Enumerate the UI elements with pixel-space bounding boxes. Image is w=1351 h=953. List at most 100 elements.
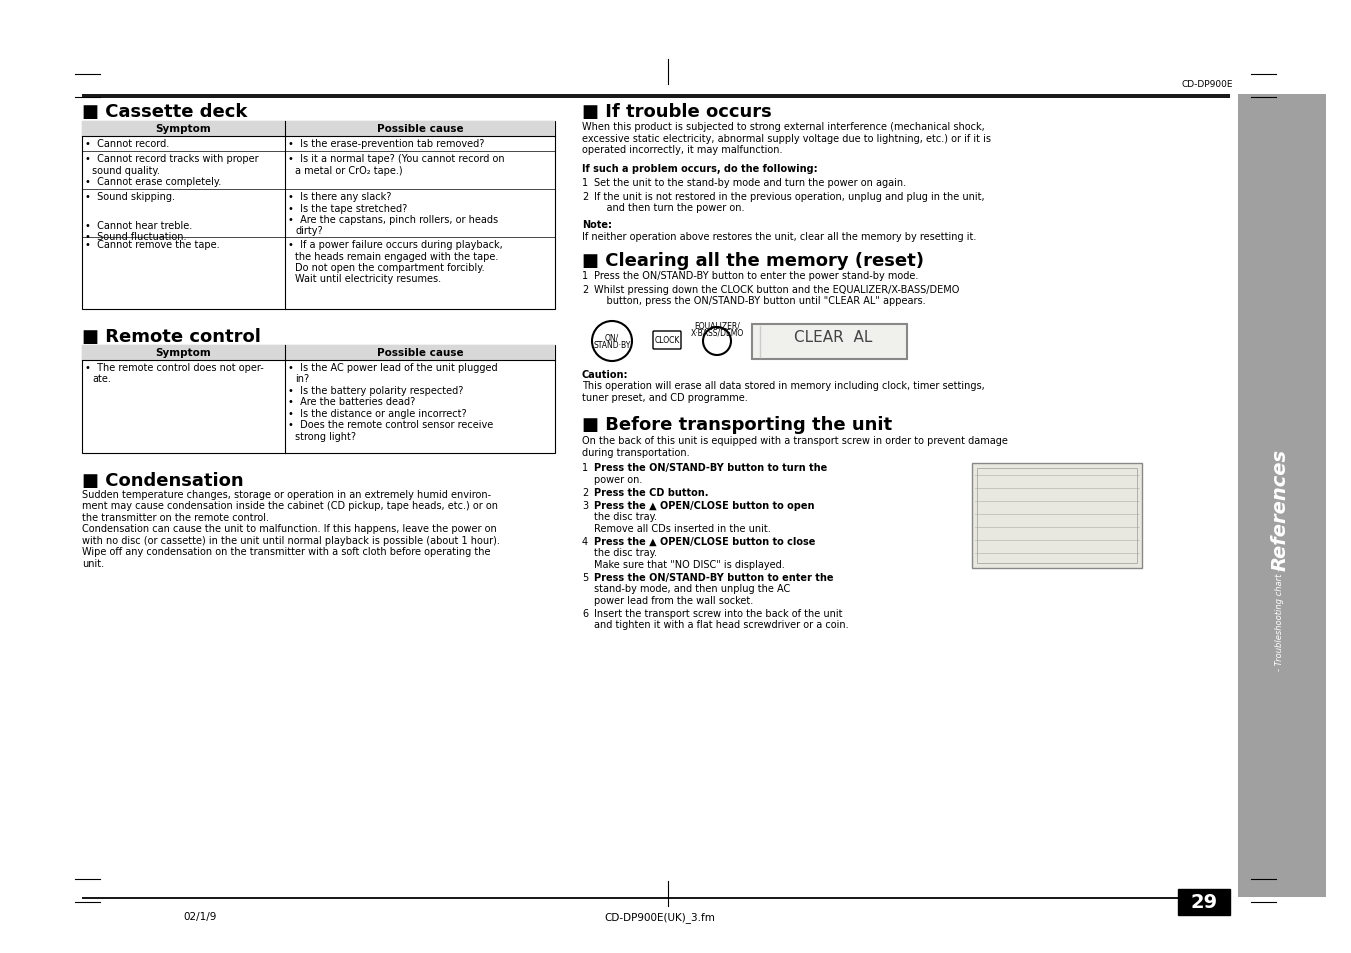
Text: •  Sound skipping.: • Sound skipping. xyxy=(85,192,176,202)
Text: Press the ON/STAND-BY button to enter the: Press the ON/STAND-BY button to enter th… xyxy=(594,573,834,582)
Text: •  If a power failure occurs during playback,: • If a power failure occurs during playb… xyxy=(288,240,503,250)
Text: 6: 6 xyxy=(582,608,588,618)
Text: ■ Before transporting the unit: ■ Before transporting the unit xyxy=(582,416,892,434)
Text: ■ Remote control: ■ Remote control xyxy=(82,328,261,346)
Text: Caution:: Caution: xyxy=(582,370,628,379)
Text: 4: 4 xyxy=(582,537,588,546)
Text: 29: 29 xyxy=(1190,892,1217,911)
Text: •  Is the battery polarity respected?: • Is the battery polarity respected? xyxy=(288,386,463,395)
Text: 1: 1 xyxy=(582,463,588,473)
Text: •  Does the remote control sensor receive: • Does the remote control sensor receive xyxy=(288,420,493,430)
Bar xyxy=(82,122,555,310)
Text: On the back of this unit is equipped with a transport screw in order to prevent : On the back of this unit is equipped wit… xyxy=(582,436,1008,446)
Text: Set the unit to the stand-by mode and turn the power on again.: Set the unit to the stand-by mode and tu… xyxy=(594,178,907,188)
Text: X·BASS/DEMO: X·BASS/DEMO xyxy=(690,329,743,337)
Text: This operation will erase all data stored in memory including clock, timer setti: This operation will erase all data store… xyxy=(582,381,985,391)
Text: Press the CD button.: Press the CD button. xyxy=(594,488,708,497)
Text: Do not open the compartment forcibly.: Do not open the compartment forcibly. xyxy=(295,263,485,273)
Bar xyxy=(82,346,555,454)
Text: •  Are the batteries dead?: • Are the batteries dead? xyxy=(288,397,415,407)
Text: power lead from the wall socket.: power lead from the wall socket. xyxy=(594,596,754,605)
Text: the disc tray.: the disc tray. xyxy=(594,512,657,522)
Text: ON/: ON/ xyxy=(605,334,619,343)
Text: with no disc (or cassette) in the unit until normal playback is possible (about : with no disc (or cassette) in the unit u… xyxy=(82,536,500,545)
Text: 2: 2 xyxy=(582,285,588,294)
Text: ment may cause condensation inside the cabinet (CD pickup, tape heads, etc.) or : ment may cause condensation inside the c… xyxy=(82,501,499,511)
Text: CD-DP900E(UK)_3.fm: CD-DP900E(UK)_3.fm xyxy=(604,911,716,922)
Text: STAND·BY: STAND·BY xyxy=(593,340,631,350)
Bar xyxy=(1238,95,1325,897)
Text: Whilst pressing down the CLOCK button and the EQUALIZER/X-BASS/DEMO: Whilst pressing down the CLOCK button an… xyxy=(594,285,959,294)
Text: •  Sound fluctuation.: • Sound fluctuation. xyxy=(85,232,186,242)
Text: CD-DP900E: CD-DP900E xyxy=(1182,80,1233,89)
Text: power on.: power on. xyxy=(594,475,642,484)
Text: and then turn the power on.: and then turn the power on. xyxy=(594,203,744,213)
Text: Note:: Note: xyxy=(582,220,612,231)
Text: strong light?: strong light? xyxy=(295,432,357,441)
Text: Press the ON/STAND-BY button to turn the: Press the ON/STAND-BY button to turn the xyxy=(594,463,827,473)
Text: •  Is the erase-prevention tab removed?: • Is the erase-prevention tab removed? xyxy=(288,139,485,149)
Text: tuner preset, and CD programme.: tuner preset, and CD programme. xyxy=(582,393,747,402)
Text: the transmitter on the remote control.: the transmitter on the remote control. xyxy=(82,513,269,522)
Text: 1: 1 xyxy=(582,272,588,281)
Text: sound quality.: sound quality. xyxy=(92,165,159,175)
Bar xyxy=(82,122,555,137)
Text: •  Is there any slack?: • Is there any slack? xyxy=(288,192,392,202)
Text: ■ If trouble occurs: ■ If trouble occurs xyxy=(582,103,771,121)
Text: 2: 2 xyxy=(582,192,588,201)
Text: 5: 5 xyxy=(582,573,588,582)
Text: excessive static electricity, abnormal supply voltage due to lightning, etc.) or: excessive static electricity, abnormal s… xyxy=(582,133,992,143)
Text: Symptom: Symptom xyxy=(155,124,211,133)
Bar xyxy=(1178,889,1229,915)
Bar xyxy=(977,468,1138,563)
Text: Press the ▲ OPEN/CLOSE button to close: Press the ▲ OPEN/CLOSE button to close xyxy=(594,537,816,546)
Text: ■ Cassette deck: ■ Cassette deck xyxy=(82,103,247,121)
Text: •  Are the capstans, pinch rollers, or heads: • Are the capstans, pinch rollers, or he… xyxy=(288,214,499,225)
Text: Condensation can cause the unit to malfunction. If this happens, leave the power: Condensation can cause the unit to malfu… xyxy=(82,524,497,534)
Text: EQUALIZER/: EQUALIZER/ xyxy=(694,322,740,331)
Text: stand-by mode, and then unplug the AC: stand-by mode, and then unplug the AC xyxy=(594,584,790,594)
Text: operated incorrectly, it may malfunction.: operated incorrectly, it may malfunction… xyxy=(582,145,782,154)
Text: button, press the ON/STAND-BY button until "CLEAR AL" appears.: button, press the ON/STAND-BY button unt… xyxy=(594,296,925,306)
Text: •  Cannot remove the tape.: • Cannot remove the tape. xyxy=(85,240,220,250)
Text: 1: 1 xyxy=(582,178,588,188)
Text: - Troubleshooting chart -: - Troubleshooting chart - xyxy=(1275,568,1285,671)
Text: If the unit is not restored in the previous operation, unplug and plug in the un: If the unit is not restored in the previ… xyxy=(594,192,985,201)
Text: Sudden temperature changes, storage or operation in an extremely humid environ-: Sudden temperature changes, storage or o… xyxy=(82,490,492,499)
Text: •  Is the tape stretched?: • Is the tape stretched? xyxy=(288,203,407,213)
Text: a metal or CrO₂ tape.): a metal or CrO₂ tape.) xyxy=(295,165,403,175)
Text: •  Is the distance or angle incorrect?: • Is the distance or angle incorrect? xyxy=(288,409,466,418)
Text: ■ Condensation: ■ Condensation xyxy=(82,472,243,490)
Text: If such a problem occurs, do the following:: If such a problem occurs, do the followi… xyxy=(582,164,817,174)
Text: dirty?: dirty? xyxy=(295,226,323,236)
Bar xyxy=(971,463,1142,568)
Text: •  The remote control does not oper-: • The remote control does not oper- xyxy=(85,363,263,373)
Bar xyxy=(82,346,555,360)
Text: •  Cannot record tracks with proper: • Cannot record tracks with proper xyxy=(85,153,258,164)
Text: ate.: ate. xyxy=(92,375,111,384)
Text: •  Is it a normal tape? (You cannot record on: • Is it a normal tape? (You cannot recor… xyxy=(288,153,505,164)
Text: References: References xyxy=(1270,449,1289,571)
Text: When this product is subjected to strong external interference (mechanical shock: When this product is subjected to strong… xyxy=(582,122,985,132)
Text: •  Is the AC power lead of the unit plugged: • Is the AC power lead of the unit plugg… xyxy=(288,363,497,373)
Text: •  Cannot hear treble.: • Cannot hear treble. xyxy=(85,220,192,231)
Text: CLOCK: CLOCK xyxy=(654,335,680,345)
Text: Make sure that "NO DISC" is displayed.: Make sure that "NO DISC" is displayed. xyxy=(594,559,785,569)
Bar xyxy=(82,95,1229,99)
Text: in?: in? xyxy=(295,375,309,384)
Text: •  Cannot erase completely.: • Cannot erase completely. xyxy=(85,177,222,187)
Bar xyxy=(753,325,907,359)
Text: and tighten it with a flat head screwdriver or a coin.: and tighten it with a flat head screwdri… xyxy=(594,619,848,630)
Text: Press the ▲ OPEN/CLOSE button to open: Press the ▲ OPEN/CLOSE button to open xyxy=(594,500,815,511)
Text: the disc tray.: the disc tray. xyxy=(594,548,657,558)
Text: Press the ON/STAND-BY button to enter the power stand-by mode.: Press the ON/STAND-BY button to enter th… xyxy=(594,272,919,281)
Text: the heads remain engaged with the tape.: the heads remain engaged with the tape. xyxy=(295,252,499,261)
Text: Wait until electricity resumes.: Wait until electricity resumes. xyxy=(295,274,442,284)
Text: Remove all CDs inserted in the unit.: Remove all CDs inserted in the unit. xyxy=(594,523,771,534)
Text: •  Cannot record.: • Cannot record. xyxy=(85,139,169,149)
Text: during transportation.: during transportation. xyxy=(582,448,689,457)
Text: 2: 2 xyxy=(582,488,588,497)
Text: ■ Clearing all the memory (reset): ■ Clearing all the memory (reset) xyxy=(582,252,924,269)
FancyBboxPatch shape xyxy=(653,332,681,350)
Text: 02/1/9: 02/1/9 xyxy=(184,911,216,921)
